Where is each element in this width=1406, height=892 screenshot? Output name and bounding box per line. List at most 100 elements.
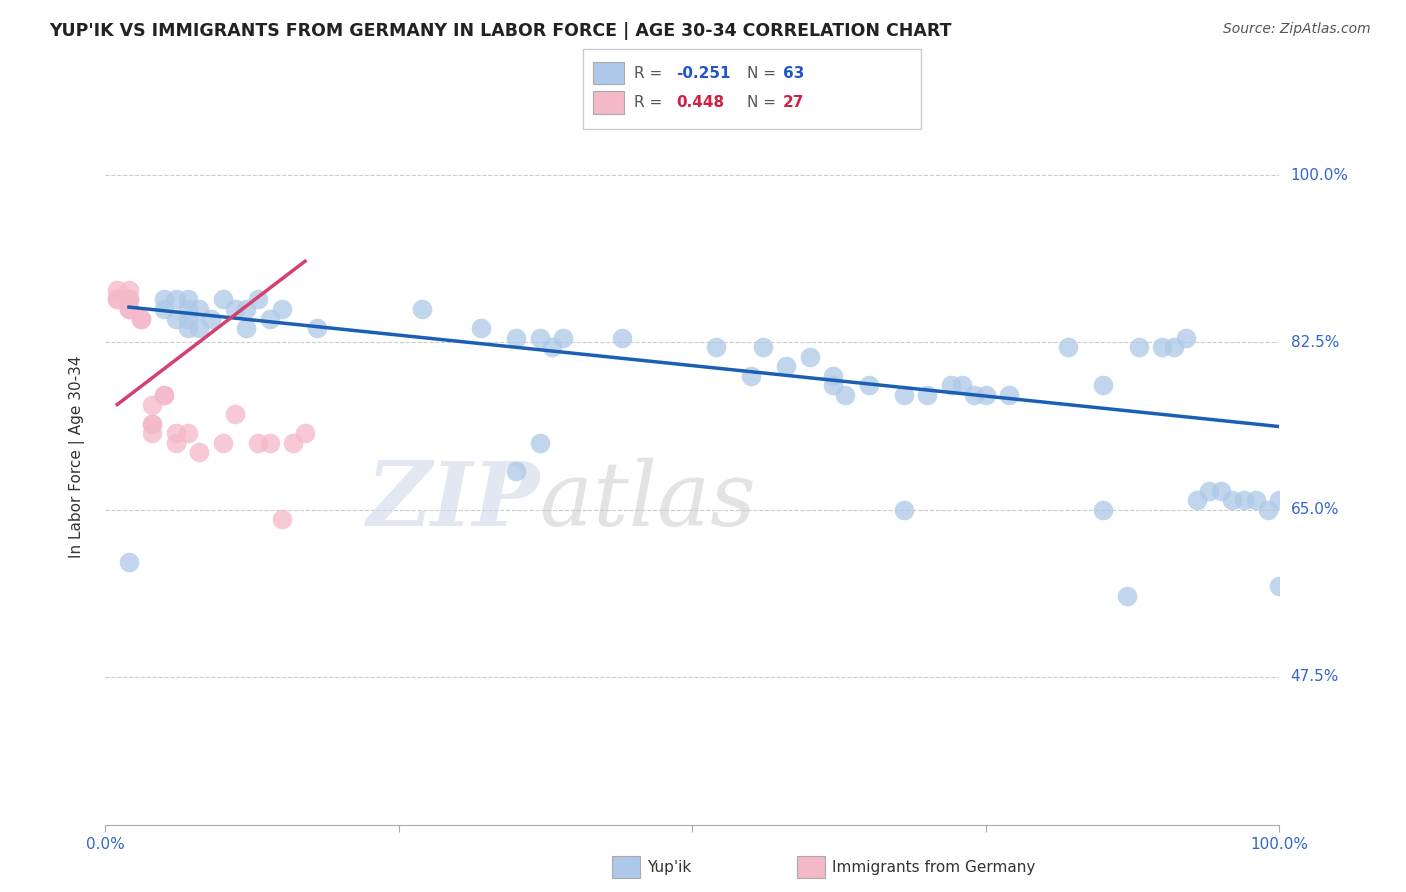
Point [294,426,316,441]
Point [893,388,915,402]
Point [1233,493,1256,508]
Text: atlas: atlas [540,458,755,545]
Point [540,340,562,354]
Point [1187,493,1209,508]
Text: N =: N = [747,66,780,80]
Point [704,340,727,354]
Point [893,502,915,516]
Point [858,378,880,392]
Point [1198,483,1220,498]
Point [1128,340,1150,354]
Point [188,445,211,459]
Point [740,368,762,383]
Point [834,388,856,402]
Text: YUP'IK VS IMMIGRANTS FROM GERMANY IN LABOR FORCE | AGE 30-34 CORRELATION CHART: YUP'IK VS IMMIGRANTS FROM GERMANY IN LAB… [49,22,952,40]
Text: N =: N = [747,95,780,110]
Point [129,311,152,326]
Point [529,331,551,345]
Point [470,321,492,335]
Text: 63: 63 [783,66,804,80]
Text: -0.251: -0.251 [676,66,731,80]
Point [129,311,152,326]
Point [917,388,939,402]
Point [505,465,527,479]
Point [1092,378,1115,392]
Point [118,293,141,307]
Point [259,311,281,326]
Point [118,555,141,569]
Point [176,311,198,326]
Point [153,301,176,316]
Point [1268,493,1291,508]
Point [505,331,527,345]
Point [283,435,305,450]
Point [247,293,270,307]
Point [963,388,986,402]
Point [939,378,962,392]
Point [235,301,257,316]
Point [105,283,128,297]
Text: R =: R = [634,66,668,80]
Point [211,435,233,450]
Point [553,331,575,345]
Point [176,293,198,307]
Text: Source: ZipAtlas.com: Source: ZipAtlas.com [1223,22,1371,37]
Point [752,340,775,354]
Point [270,301,292,316]
Point [141,417,163,431]
Point [118,301,141,316]
Point [952,378,974,392]
Point [176,321,198,335]
Point [224,407,246,421]
Point [1057,340,1080,354]
Point [118,301,141,316]
Text: 0.448: 0.448 [676,95,724,110]
Point [176,426,198,441]
Point [974,388,997,402]
Point [165,426,187,441]
Point [176,301,198,316]
Point [1257,502,1279,516]
Point [259,435,281,450]
Point [1150,340,1173,354]
Point [105,293,128,307]
Point [188,301,211,316]
Point [224,301,246,316]
Text: Immigrants from Germany: Immigrants from Germany [832,860,1036,874]
Point [118,293,141,307]
Point [165,435,187,450]
Point [141,398,163,412]
Point [141,426,163,441]
Y-axis label: In Labor Force | Age 30-34: In Labor Force | Age 30-34 [69,356,84,558]
Point [153,293,176,307]
Text: ZIP: ZIP [367,458,540,544]
Point [165,293,187,307]
Point [153,388,176,402]
Point [1209,483,1232,498]
Point [141,417,163,431]
Point [823,368,845,383]
Point [1244,493,1267,508]
Point [1222,493,1244,508]
Text: 27: 27 [783,95,804,110]
Point [411,301,433,316]
Point [775,359,797,374]
Point [200,311,222,326]
Point [799,350,821,364]
Point [998,388,1021,402]
Text: 82.5%: 82.5% [1291,335,1339,350]
Point [118,283,141,297]
Point [1092,502,1115,516]
Point [235,321,257,335]
Point [270,512,292,526]
Point [610,331,633,345]
Point [1115,589,1137,603]
Point [188,321,211,335]
Point [247,435,270,450]
Point [165,311,187,326]
Text: 65.0%: 65.0% [1291,502,1339,517]
Point [153,388,176,402]
Point [1174,331,1197,345]
Text: R =: R = [634,95,668,110]
Point [529,435,551,450]
